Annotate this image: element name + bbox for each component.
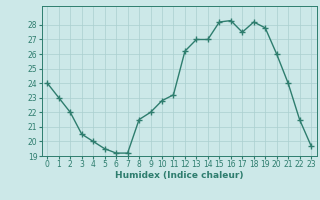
X-axis label: Humidex (Indice chaleur): Humidex (Indice chaleur) [115,171,244,180]
